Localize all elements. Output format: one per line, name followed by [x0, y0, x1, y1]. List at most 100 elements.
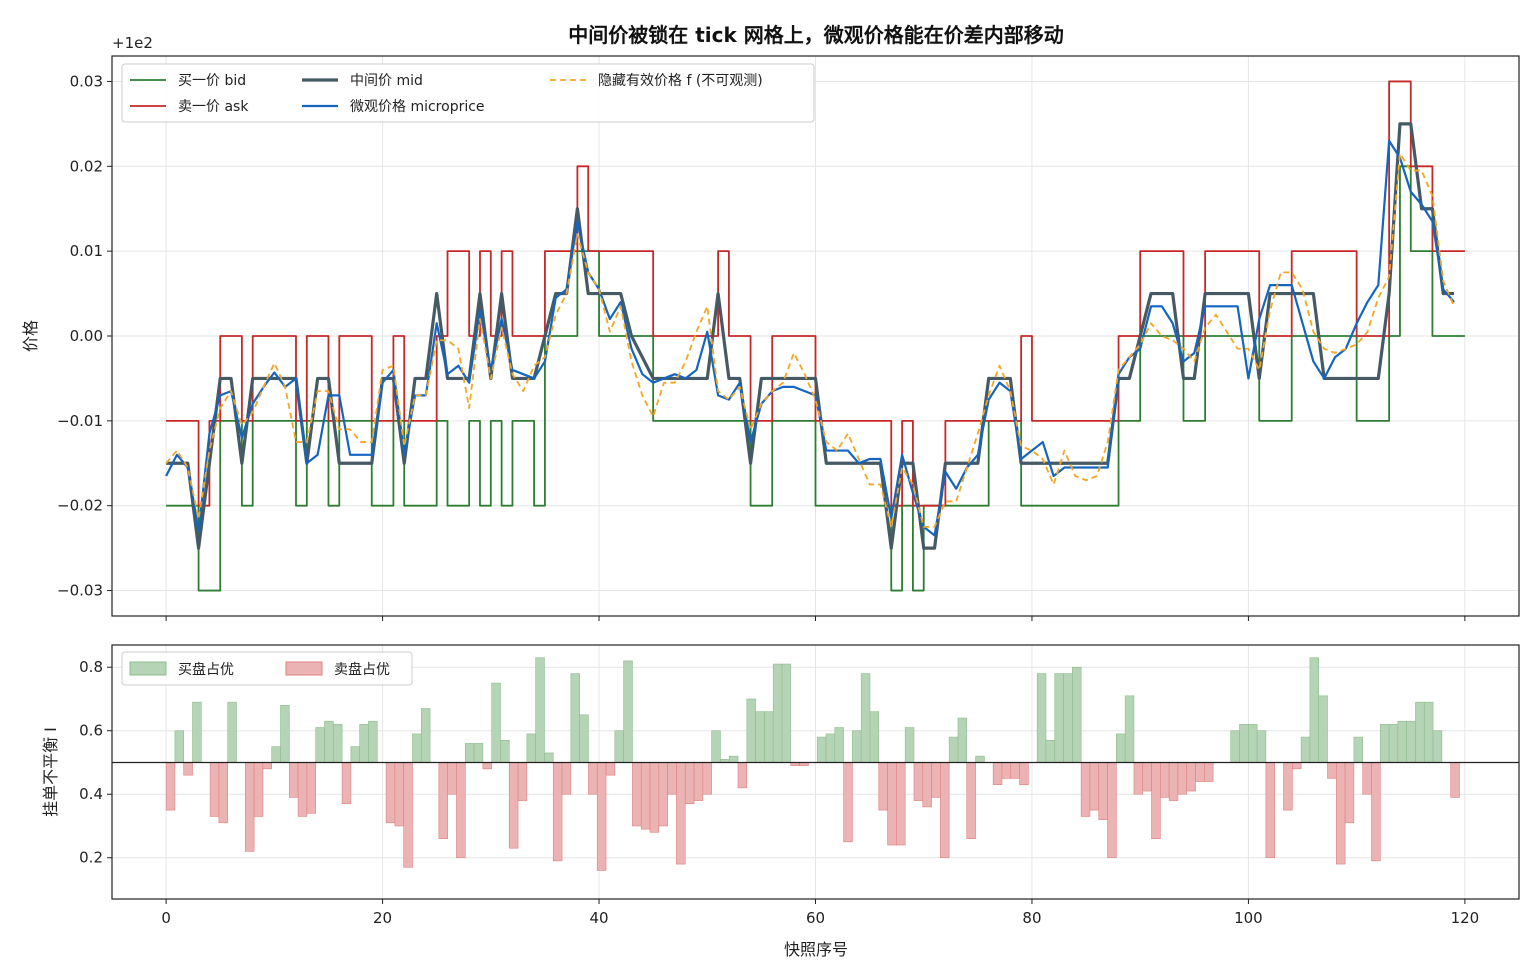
sell-imbalance-bar [940, 762, 950, 859]
sell-imbalance-bar [1344, 762, 1355, 824]
buy-imbalance-bar [1300, 736, 1311, 763]
x-tick-label: 60 [806, 909, 825, 927]
buy-imbalance-bar [728, 755, 739, 763]
buy-imbalance-bar [1045, 739, 1056, 763]
price-y-tick-label: −0.02 [57, 497, 103, 515]
legend-label: 隐藏有效价格 f (不可观测) [598, 73, 763, 89]
buy-imbalance-bar [614, 730, 624, 763]
buy-imbalance-bar [623, 660, 633, 763]
buy-imbalance-bar [904, 727, 915, 763]
buy-imbalance-bar [332, 724, 343, 763]
buy-imbalance-bar [781, 663, 792, 763]
sell-imbalance-bar [596, 762, 607, 871]
buy-imbalance-bar [772, 663, 783, 763]
sell-imbalance-bar [341, 762, 352, 805]
legend-label: 中间价 mid [350, 73, 423, 89]
buy-imbalance-bar [359, 724, 369, 763]
sell-imbalance-bar [922, 762, 932, 808]
price-x-ticks [165, 616, 1466, 621]
buy-imbalance-bar [957, 717, 968, 763]
buy-imbalance-bar [1353, 736, 1363, 763]
price-y-tick-label: −0.01 [57, 412, 103, 430]
legend-label: 卖盘占优 [334, 661, 390, 678]
sell-imbalance-bar [1362, 762, 1372, 795]
buy-imbalance-bar [227, 701, 237, 763]
buy-imbalance-bar [412, 733, 422, 763]
buy-imbalance-bar [544, 752, 554, 763]
sell-imbalance-bar [605, 762, 616, 776]
x-tick-label: 100 [1234, 909, 1263, 927]
buy-imbalance-bar [1116, 733, 1126, 763]
price-panel: −0.03−0.02−0.010.000.010.020.03 +1e2 价格 … [21, 34, 1520, 621]
buy-imbalance-bar [350, 746, 360, 763]
sell-imbalance-bar [632, 762, 642, 827]
price-y-tick-label: 0.02 [70, 157, 103, 175]
buy-imbalance-bar [1397, 720, 1407, 763]
sell-imbalance-bar [1160, 762, 1170, 798]
sell-imbalance-bar [209, 762, 220, 817]
sell-imbalance-bar [1133, 762, 1144, 795]
sell-imbalance-bar [183, 762, 193, 776]
buy-imbalance-bar [834, 727, 844, 763]
buy-imbalance-bar [1309, 657, 1319, 763]
sell-imbalance-bar [438, 762, 448, 839]
sell-imbalance-bar [1089, 762, 1100, 811]
buy-imbalance-bar [755, 711, 765, 763]
buy-imbalance-bar [464, 743, 475, 763]
imbalance-legend-box [121, 651, 413, 686]
sell-imbalance-bar [552, 762, 563, 862]
legend-label: 买盘占优 [178, 661, 234, 678]
sell-imbalance-bar [403, 762, 413, 868]
ask-step-line [166, 80, 1465, 507]
buy-imbalance-bar [1036, 673, 1047, 763]
buy-imbalance-bar [1072, 666, 1082, 763]
x-tick-label: 40 [589, 909, 608, 927]
x-tick-label: 20 [373, 909, 392, 927]
sell-imbalance-bar [966, 762, 976, 839]
sell-imbalance-bar [1177, 762, 1188, 795]
legend-label: 买一价 bid [178, 73, 246, 89]
buy-imbalance-bar [869, 711, 880, 763]
sell-imbalance-bar [887, 762, 897, 846]
price-y-tick-label: 0.01 [70, 242, 103, 260]
sell-imbalance-bar [1080, 762, 1091, 817]
sell-imbalance-bar [676, 762, 686, 865]
x-tick-label: 80 [1022, 909, 1041, 927]
buy-imbalance-bar [1379, 724, 1390, 763]
sell-imbalance-bar [1371, 762, 1381, 862]
y-offset-label: +1e2 [112, 34, 153, 52]
sell-imbalance-bar [1195, 762, 1205, 782]
buy-imbalance-bar [1063, 673, 1073, 763]
x-tick-label: 0 [161, 909, 171, 927]
legend-swatch-sell [285, 661, 323, 676]
buy-imbalance-bar [1239, 724, 1249, 763]
buy-imbalance-bar [324, 720, 334, 763]
sell-imbalance-bar [649, 762, 660, 833]
buy-imbalance-bar [1318, 695, 1328, 763]
sell-imbalance-bar [667, 762, 677, 795]
buy-imbalance-bar [192, 701, 202, 763]
imbalance-x-ticks: 0 20 40 60 80 100 120 [161, 899, 1479, 927]
sell-imbalance-bar [1450, 762, 1460, 798]
chart-title: 中间价被锁在 tick 网格上，微观价格能在价差内部移动 [568, 23, 1064, 47]
sell-imbalance-bar [245, 762, 255, 852]
buy-imbalance-bar [1388, 724, 1399, 763]
sell-imbalance-bar [878, 762, 888, 811]
buy-imbalance-bar [948, 736, 959, 763]
buy-imbalance-bar [1054, 673, 1064, 763]
legend-swatch-buy [129, 661, 167, 676]
buy-imbalance-bar [816, 736, 827, 763]
imbalance-panel: 0.2 0.4 0.6 0.8 0 20 40 60 80 100 120 挂单不平衡 I 快照序… [41, 644, 1520, 959]
sell-imbalance-bar [508, 762, 519, 849]
sell-imbalance-bar [262, 762, 272, 770]
sell-imbalance-bar [517, 762, 528, 801]
sell-imbalance-bar [693, 762, 704, 801]
price-y-axis-label: 价格 [21, 320, 40, 352]
sell-imbalance-bar [1265, 762, 1276, 859]
buy-imbalance-bar [1256, 730, 1267, 763]
sell-imbalance-bar [931, 762, 941, 798]
x-tick-label: 120 [1451, 909, 1480, 927]
buy-imbalance-bar [746, 698, 756, 763]
imbalance-y-tick-label: 0.4 [79, 785, 103, 803]
price-legend: 买一价 bid 卖一价 ask 中间价 mid 微观价格 microprice 隐藏有效… [121, 63, 815, 123]
